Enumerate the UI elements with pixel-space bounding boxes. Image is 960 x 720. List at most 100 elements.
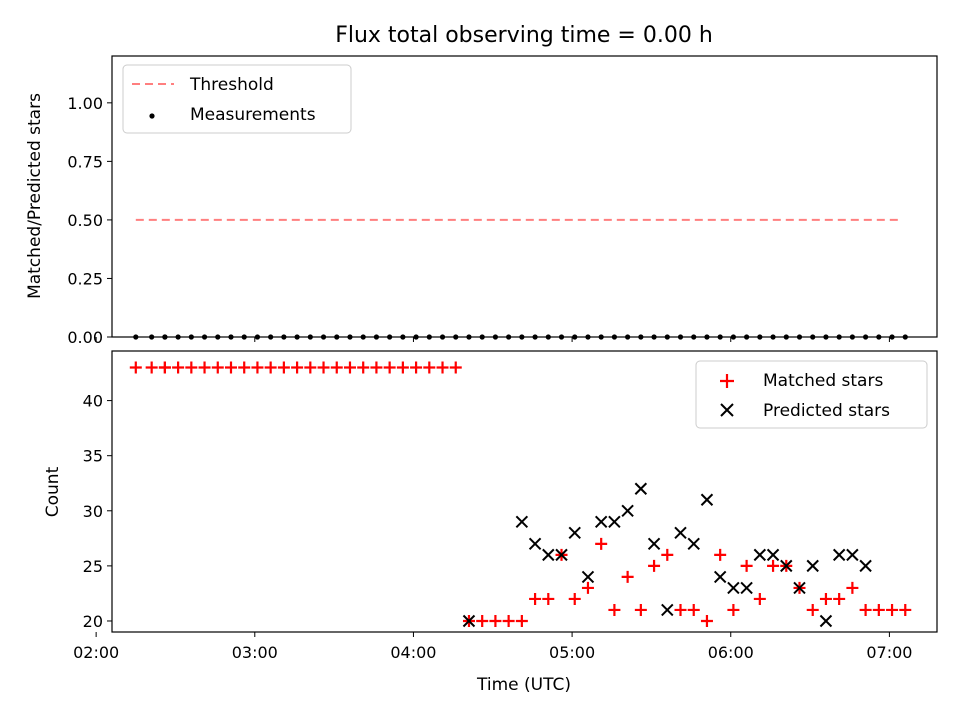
measurement-point: [133, 334, 139, 340]
measurement-point: [876, 334, 882, 340]
measurement-point: [836, 334, 842, 340]
matched-star-point: [251, 361, 264, 374]
measurement-point: [228, 334, 234, 340]
measurement-point: [400, 334, 406, 340]
measurement-point: [757, 334, 763, 340]
measurement-point: [294, 334, 300, 340]
top-legend-frame: [122, 64, 352, 134]
matched-star-point: [198, 361, 211, 374]
measurement-point: [373, 334, 380, 340]
predicted-star-point: [819, 614, 833, 628]
top-legend: Threshold Measurements: [122, 64, 352, 134]
matched-star-point: [846, 581, 859, 594]
matched-stars-legend-swatch: [720, 374, 734, 388]
predicted-star-point: [713, 570, 727, 584]
predicted-stars-legend-swatch: [720, 403, 734, 417]
matched-star-point: [700, 614, 713, 627]
predicted-star-point: [859, 559, 872, 573]
matched-star-point: [410, 361, 423, 374]
predicted-star-point: [661, 603, 674, 617]
measurement-point: [506, 334, 512, 340]
measurement-point: [201, 334, 208, 340]
measurement-point: [215, 334, 221, 340]
top-plot-area: [133, 218, 908, 340]
measurement-point: [519, 334, 525, 340]
measurement-point: [651, 334, 657, 340]
top-panel: Matched/Predicted stars 0.00 0.25 0.50 0.75…: [25, 55, 938, 347]
measurement-point: [572, 334, 578, 340]
measurement-point: [638, 334, 644, 340]
top-x-ticks: [95, 337, 890, 342]
predicted-star-point: [780, 559, 793, 573]
matched-star-point: [211, 361, 224, 374]
matched-star-point: [608, 603, 621, 616]
bottom-x-tick-label: 05:00: [549, 643, 595, 662]
bottom-x-tick-label: 02:00: [73, 643, 119, 662]
matched-star-point: [502, 614, 515, 627]
bottom-x-tick-label: 07:00: [866, 643, 912, 662]
measurement-point: [413, 334, 419, 340]
bottom-y-tick-label: 30: [83, 502, 103, 521]
matched-star-point: [581, 581, 594, 594]
measurement-point: [598, 334, 604, 340]
measurement-point: [691, 334, 697, 340]
matched-star-point: [238, 361, 251, 374]
predicted-star-point: [555, 548, 568, 562]
measurement-point: [585, 334, 591, 340]
bottom-x-tick-label: 06:00: [708, 643, 754, 662]
matched-star-point: [753, 592, 766, 605]
matched-star-point: [859, 603, 872, 616]
measurement-point: [307, 334, 313, 340]
matched-star-point: [185, 361, 198, 374]
matched-star-point: [833, 592, 846, 605]
bottom-y-tick-label: 25: [83, 557, 103, 576]
matched-star-point: [595, 537, 608, 550]
figure-title: Flux total observing time = 0.00 h: [335, 23, 713, 48]
measurement-point: [863, 334, 869, 340]
measurement-point: [902, 334, 908, 340]
matched-star-point: [158, 361, 171, 374]
measurement-point: [254, 334, 261, 340]
bottom-x-tick-label: 03:00: [232, 643, 278, 662]
matched-star-point: [648, 559, 661, 572]
predicted-stars-legend-label: Predicted stars: [763, 401, 890, 421]
matched-star-point: [436, 361, 449, 374]
measurement-point: [770, 334, 776, 340]
predicted-star-point: [542, 548, 555, 562]
matched-star-point: [674, 603, 687, 616]
measurement-point: [479, 334, 485, 340]
bottom-x-tick-label: 04:00: [390, 643, 436, 662]
measurements-legend-swatch: [149, 113, 155, 119]
measurements-legend-label: Measurements: [190, 105, 316, 125]
predicted-star-point: [581, 570, 595, 584]
predicted-star-point: [647, 537, 661, 551]
matched-star-point: [886, 603, 899, 616]
matched-star-point: [145, 361, 158, 374]
predicted-star-point: [568, 526, 581, 540]
measurement-point: [453, 334, 459, 340]
bottom-y-tick-label: 35: [83, 447, 103, 466]
matched-star-point: [872, 603, 885, 616]
predicted-star-point: [608, 515, 621, 529]
matched-star-point: [357, 361, 370, 374]
measurement-point: [744, 334, 750, 340]
measurement-point: [149, 334, 155, 340]
matched-star-point: [330, 361, 343, 374]
predicted-star-point: [832, 548, 846, 562]
bottom-y-tick-label: 40: [83, 392, 103, 411]
matched-star-point: [317, 361, 330, 374]
matched-star-point: [529, 592, 542, 605]
matched-star-point: [899, 603, 912, 616]
matched-star-point: [767, 559, 780, 572]
matched-star-point: [449, 361, 462, 374]
measurement-point: [466, 334, 472, 340]
matched-star-point: [806, 603, 819, 616]
measurement-point: [426, 334, 432, 340]
matched-star-point: [661, 548, 674, 561]
matched-star-point: [224, 361, 237, 374]
matched-star-point: [396, 361, 409, 374]
matched-star-point: [476, 614, 489, 627]
matched-star-point: [714, 548, 727, 561]
bottom-axes-frame: [111, 350, 938, 633]
